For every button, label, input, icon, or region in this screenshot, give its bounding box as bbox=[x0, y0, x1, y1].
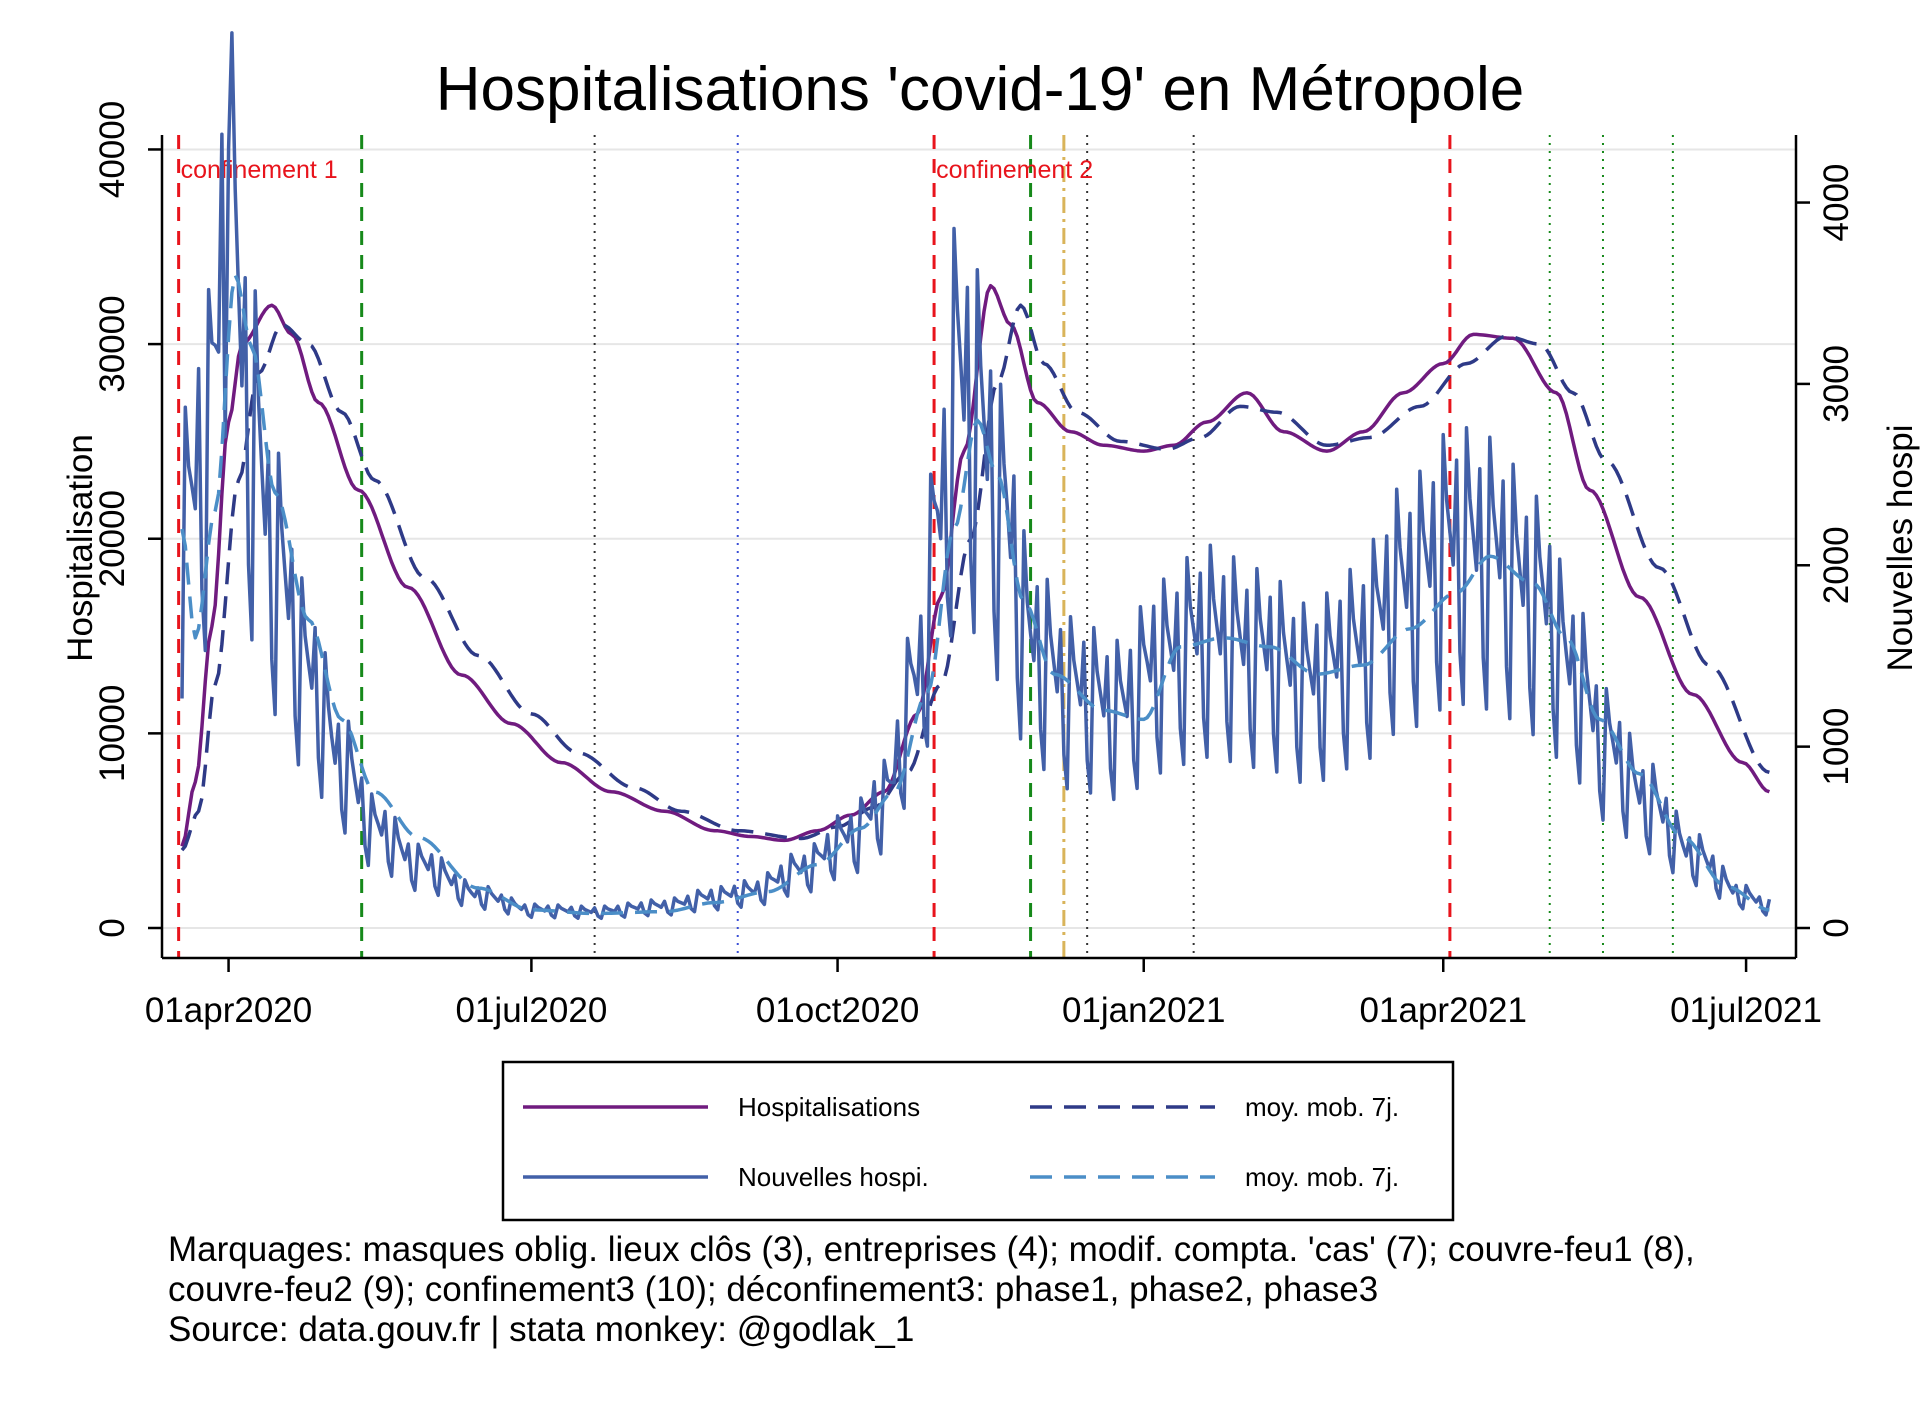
y-right-tick-label: 1000 bbox=[1817, 708, 1856, 786]
y-axis-right-label: Nouvelles hospi bbox=[1881, 424, 1920, 671]
footnotes: Marquages: masques oblig. lieux clôs (3)… bbox=[168, 1230, 1695, 1350]
legend: Hospitalisations moy. mob. 7j. Nouvelles h… bbox=[501, 1060, 1455, 1222]
legend-label: Nouvelles hospi. bbox=[738, 1162, 929, 1192]
y-left-tick-label: 30000 bbox=[93, 295, 132, 392]
series-lines bbox=[180, 31, 1772, 921]
legend-box bbox=[501, 1060, 1455, 1222]
x-tick-label: 01oct2020 bbox=[756, 991, 919, 1030]
marker-annotation: confinement 1 bbox=[181, 156, 338, 184]
axes: 0 10000 20000 30000 40000 0 1000 2000 3000 4000 01… bbox=[93, 101, 1856, 1030]
legend-label: Hospitalisations bbox=[738, 1092, 920, 1122]
y-right-tick-label: 4000 bbox=[1817, 164, 1856, 242]
y-axis-left-label: Hospitalisation bbox=[61, 434, 100, 662]
legend-label: moy. mob. 7j. bbox=[1245, 1092, 1399, 1122]
note-line-2: couvre-feu2 (9); confinement3 (10); déco… bbox=[168, 1270, 1379, 1309]
y-left-tick-label: 0 bbox=[93, 918, 132, 937]
y-left-tick-label: 40000 bbox=[93, 101, 132, 198]
series-line bbox=[180, 31, 1772, 921]
chart-title: Hospitalisations 'covid-19' en Métropole bbox=[436, 55, 1525, 124]
x-tick-label: 01apr2020 bbox=[145, 991, 312, 1030]
legend-label: moy. mob. 7j. bbox=[1245, 1162, 1399, 1192]
x-tick-label: 01jan2021 bbox=[1062, 991, 1226, 1030]
x-tick-label: 01jul2020 bbox=[455, 991, 607, 1030]
grid bbox=[162, 148, 1796, 929]
y-right-tick-label: 2000 bbox=[1817, 526, 1856, 604]
marker-annotation: confinement 2 bbox=[936, 156, 1093, 184]
note-line-3: Source: data.gouv.fr | stata monkey: @go… bbox=[168, 1310, 915, 1349]
x-tick-label: 01apr2021 bbox=[1360, 991, 1527, 1030]
y-right-tick-label: 0 bbox=[1817, 918, 1856, 937]
note-line-1: Marquages: masques oblig. lieux clôs (3)… bbox=[168, 1230, 1695, 1269]
series-line bbox=[180, 273, 1770, 916]
y-left-tick-label: 20000 bbox=[93, 490, 132, 587]
event-markers: confinement 1 confinement 2 bbox=[177, 135, 1674, 958]
x-tick-label: 01jul2021 bbox=[1670, 991, 1822, 1030]
y-left-tick-label: 10000 bbox=[93, 685, 132, 782]
y-right-tick-label: 3000 bbox=[1817, 345, 1856, 423]
